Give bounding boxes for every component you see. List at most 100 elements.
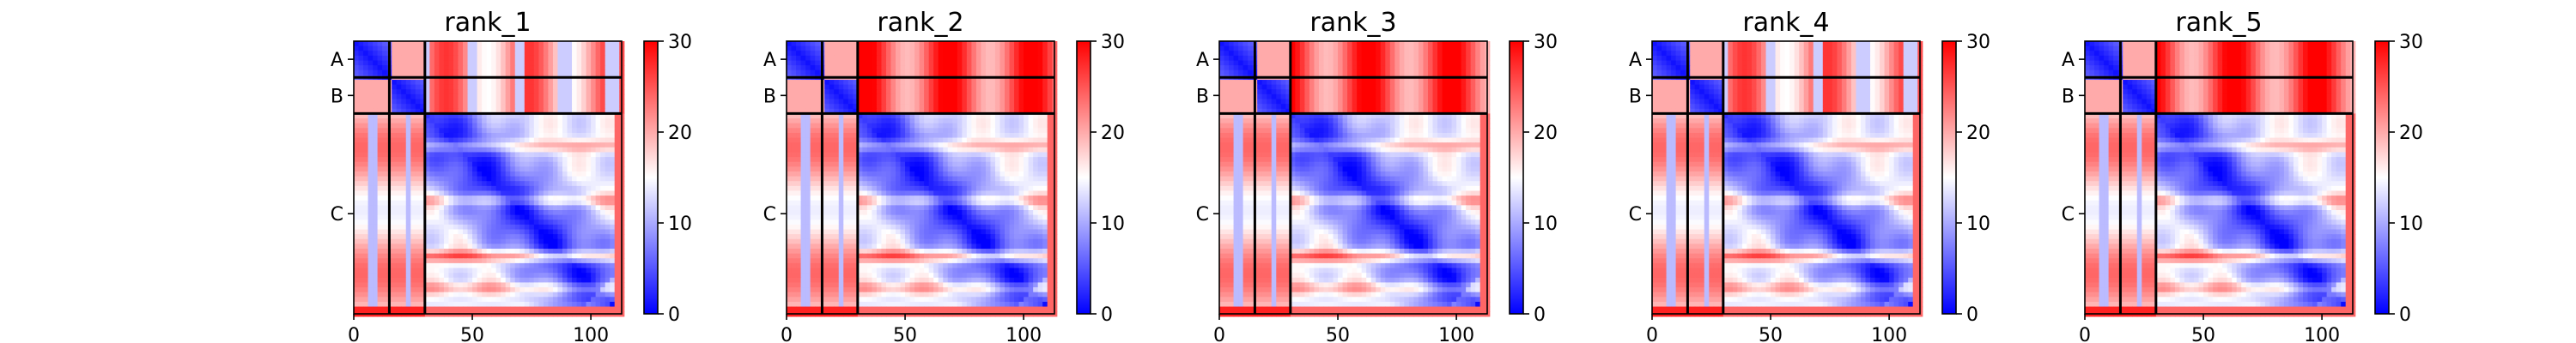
heatmap-cell xyxy=(581,51,586,56)
heatmap-cell xyxy=(610,254,615,259)
heatmap-cell xyxy=(586,220,592,225)
heatmap-cell xyxy=(805,46,811,51)
heatmap-cell xyxy=(501,210,506,215)
heatmap-cell xyxy=(557,166,562,172)
heatmap-cell xyxy=(477,220,483,225)
heatmap-cell xyxy=(429,65,434,70)
heatmap-cell xyxy=(834,147,839,153)
heatmap-cell xyxy=(487,147,492,153)
heatmap-cell xyxy=(544,244,549,249)
heatmap-cell xyxy=(567,61,572,66)
heatmap-cell xyxy=(482,128,487,133)
heatmap-cell xyxy=(967,94,972,99)
heatmap-cell xyxy=(610,157,615,162)
heatmap-cell xyxy=(567,172,572,177)
heatmap-cell xyxy=(867,41,872,46)
heatmap-cell xyxy=(1042,61,1048,66)
heatmap-cell xyxy=(890,138,896,143)
heatmap-cell xyxy=(920,177,925,182)
heatmap-cell xyxy=(401,118,406,123)
heatmap-cell xyxy=(1010,85,1015,90)
heatmap-cell xyxy=(839,128,844,133)
heatmap-cell xyxy=(995,128,1000,133)
heatmap-cell xyxy=(801,177,806,182)
heatmap-cell xyxy=(506,258,511,263)
heatmap-cell xyxy=(1010,157,1015,162)
heatmap-cell xyxy=(359,225,364,230)
heatmap-cell xyxy=(378,225,383,230)
heatmap-cell xyxy=(1048,162,1053,167)
heatmap-cell xyxy=(596,210,601,215)
heatmap-cell xyxy=(815,162,820,167)
heatmap-cell xyxy=(525,51,530,56)
heatmap-cell xyxy=(401,292,406,298)
heatmap-cell xyxy=(359,263,364,268)
heatmap-cell xyxy=(995,85,1000,90)
heatmap-cell xyxy=(610,65,615,70)
heatmap-cell xyxy=(401,230,406,235)
heatmap-cell xyxy=(529,215,534,220)
heatmap-cell xyxy=(976,181,981,186)
heatmap-cell xyxy=(872,142,877,147)
heatmap-cell xyxy=(548,190,553,196)
heatmap-cell xyxy=(406,142,411,147)
heatmap-cell xyxy=(477,94,483,99)
heatmap-cell xyxy=(848,181,854,186)
heatmap-cell xyxy=(458,177,463,182)
heatmap-cell xyxy=(610,244,615,249)
heatmap-cell xyxy=(1048,61,1053,66)
heatmap-cell xyxy=(382,133,387,138)
heatmap-cell xyxy=(933,99,939,105)
heatmap-cell xyxy=(378,186,383,191)
heatmap-cell xyxy=(416,244,421,249)
heatmap-cell xyxy=(839,166,844,172)
heatmap-cell xyxy=(610,263,615,268)
heatmap-cell xyxy=(610,85,615,90)
heatmap-cell xyxy=(596,297,601,302)
heatmap-cell xyxy=(553,234,558,239)
heatmap-cell xyxy=(981,157,986,162)
heatmap-cell xyxy=(463,118,468,123)
heatmap-cell xyxy=(472,210,477,215)
heatmap-cell xyxy=(510,278,515,283)
heatmap-cell xyxy=(1019,128,1024,133)
heatmap-cell xyxy=(363,147,368,153)
heatmap-cell xyxy=(406,302,411,307)
heatmap-cell xyxy=(482,307,487,312)
heatmap-cell xyxy=(519,61,525,66)
heatmap-cell xyxy=(586,292,592,298)
heatmap-cell xyxy=(848,70,854,75)
heatmap-cell xyxy=(553,201,558,206)
heatmap-cell xyxy=(548,196,553,201)
heatmap-cell xyxy=(472,65,477,70)
heatmap-cell xyxy=(562,249,568,254)
heatmap-cell xyxy=(458,123,463,129)
heatmap-cell xyxy=(416,190,421,196)
heatmap-cell xyxy=(1033,123,1038,129)
heatmap-cell xyxy=(834,99,839,105)
heatmap-cell xyxy=(472,239,477,244)
heatmap-cell xyxy=(406,133,411,138)
heatmap-cell xyxy=(496,85,501,90)
heatmap-cell xyxy=(976,51,981,56)
heatmap-cell xyxy=(890,181,896,186)
heatmap-cell xyxy=(401,249,406,254)
heatmap-cell xyxy=(368,138,374,143)
heatmap-cell xyxy=(610,70,615,75)
heatmap-cell xyxy=(948,61,953,66)
heatmap-cell xyxy=(525,118,530,123)
heatmap-cell xyxy=(881,65,886,70)
heatmap-cell xyxy=(881,89,886,94)
heatmap-cell xyxy=(416,138,421,143)
heatmap-cell xyxy=(477,123,483,129)
heatmap-cell xyxy=(553,196,558,201)
heatmap-cell xyxy=(577,239,582,244)
heatmap-cell xyxy=(605,282,611,287)
heatmap-cell xyxy=(848,118,854,123)
heatmap-cell xyxy=(487,65,492,70)
heatmap-cell xyxy=(392,302,397,307)
heatmap-cell xyxy=(990,181,995,186)
heatmap-cell xyxy=(416,56,421,61)
heatmap-cell xyxy=(401,89,406,94)
heatmap-cell xyxy=(482,85,487,90)
